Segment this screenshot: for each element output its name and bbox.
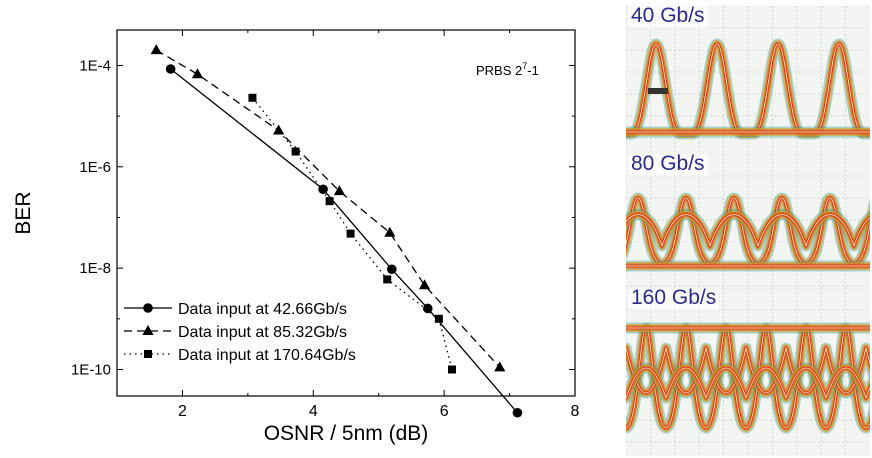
data-point-series-1 (418, 279, 431, 290)
y-tick-label: 1E-6 (79, 159, 111, 176)
data-point-series-2 (447, 365, 456, 374)
data-point-series-2 (346, 229, 355, 238)
x-tick-label: 4 (309, 403, 318, 420)
eye-diagram-40g-image (626, 6, 870, 156)
eye-trace-80g-inner (626, 214, 870, 247)
data-point-series-0 (512, 407, 523, 418)
data-point-series-1 (333, 185, 346, 196)
legend-label-0: Data input at 42.66Gb/s (178, 301, 347, 318)
data-point-series-2 (383, 275, 392, 284)
legend-label-2: Data input at 170.64Gb/s (178, 347, 356, 364)
eye-trace-80g (626, 197, 870, 265)
data-point-series-2 (434, 314, 443, 323)
data-point-series-1 (494, 361, 506, 372)
legend-marker-2 (144, 350, 152, 358)
y-axis-label: BER (12, 191, 35, 234)
eye-marker-40g (648, 88, 668, 94)
legend-marker-0 (143, 303, 153, 313)
eye-diagram-80g-label: 80 Gb/s (628, 154, 708, 176)
x-tick-label: 8 (571, 403, 580, 420)
legend-marker-1 (142, 325, 154, 335)
x-axis-label: OSNR / 5nm (dB) (264, 422, 429, 445)
eye-trace-160g-inner (626, 347, 870, 394)
legend-label-1: Data input at 85.32Gb/s (178, 324, 347, 341)
eye-diagram-80g-image (626, 154, 870, 290)
eye-diagram-160g-label: 160 Gb/s (628, 288, 720, 310)
data-point-series-2 (248, 93, 257, 102)
x-tick-label: 2 (178, 403, 187, 420)
plot-frame (116, 29, 576, 397)
y-tick-label: 1E-10 (71, 362, 111, 379)
x-tick-label: 6 (440, 403, 449, 420)
data-point-series-0 (165, 64, 176, 74)
eye-diagram-160g: 160 Gb/s (626, 288, 870, 456)
y-tick-label: 1E-8 (79, 260, 111, 277)
data-point-series-1 (273, 124, 285, 135)
data-point-series-2 (291, 147, 300, 156)
prbs-annotation: PRBS 27-1 (476, 61, 539, 78)
eye-diagram-80g: 80 Gb/s (626, 154, 870, 290)
data-point-series-0 (422, 303, 433, 314)
data-point-series-0 (318, 184, 328, 195)
data-point-series-0 (387, 264, 397, 275)
eye-diagram-40g-label: 40 Gb/s (628, 6, 708, 28)
data-point-series-1 (150, 44, 162, 55)
y-tick-label: 1E-4 (79, 57, 111, 74)
eye-diagram-160g-image (626, 288, 870, 456)
data-point-series-2 (325, 197, 334, 206)
data-point-series-1 (384, 226, 396, 237)
ber-chart: 2 4 6 8 1E-4 1E-6 1E-8 1E-10 OSNR / 5nm (dB) BER P… (12, 29, 580, 445)
eye-trace-160g-inner2 (626, 367, 870, 399)
data-point-series-1 (191, 68, 204, 79)
eye-diagram-40g: 40 Gb/s (626, 6, 870, 156)
